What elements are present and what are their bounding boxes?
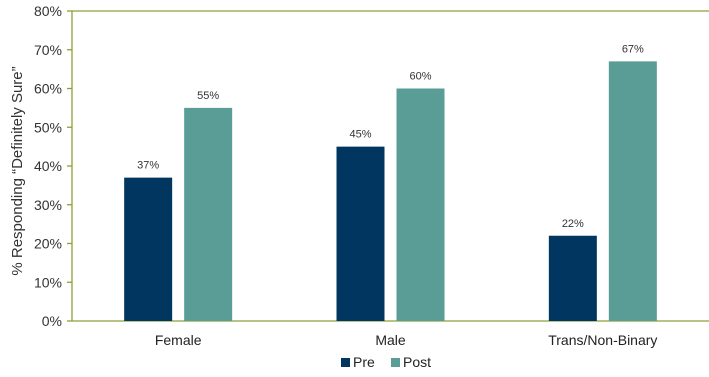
legend-swatch bbox=[391, 358, 400, 367]
legend-swatch bbox=[341, 358, 350, 367]
data-label: 67% bbox=[622, 43, 644, 55]
bar-pre-2 bbox=[548, 235, 597, 321]
y-axis-title-group: % Responding “Definitely Sure” bbox=[9, 66, 26, 275]
data-label: 45% bbox=[349, 129, 371, 141]
data-label: 22% bbox=[562, 218, 584, 230]
y-tick-label: 80% bbox=[34, 3, 62, 19]
bar-post-1 bbox=[396, 88, 445, 321]
bars bbox=[124, 61, 657, 321]
y-tick-label: 70% bbox=[34, 42, 62, 58]
data-label: 37% bbox=[137, 160, 159, 172]
y-axis-title: % Responding “Definitely Sure” bbox=[9, 66, 26, 275]
x-category-label: Female bbox=[155, 332, 202, 348]
x-category-label: Male bbox=[375, 332, 406, 348]
y-tick-label: 10% bbox=[34, 274, 62, 290]
bar-pre-1 bbox=[336, 146, 385, 321]
y-tick-label: 30% bbox=[34, 197, 62, 213]
category-labels: Female Male Trans/Non-Binary bbox=[155, 332, 658, 348]
data-labels: 37% 55% 45% 60% 22% 67% bbox=[137, 43, 644, 229]
legend-label: Pre bbox=[353, 354, 375, 370]
y-ticks: 0% 10% 20% 30% 40% 50% 60% 70% 80% bbox=[34, 3, 72, 329]
y-tick-label: 40% bbox=[34, 158, 62, 174]
legend: Pre Post bbox=[341, 354, 431, 370]
y-tick-label: 50% bbox=[34, 119, 62, 135]
y-tick-label: 60% bbox=[34, 81, 62, 97]
bar-post-0 bbox=[184, 107, 233, 321]
data-label: 55% bbox=[197, 90, 219, 102]
x-category-label: Trans/Non-Binary bbox=[548, 332, 657, 348]
legend-label: Post bbox=[403, 354, 431, 370]
data-label: 60% bbox=[409, 71, 431, 83]
y-tick-label: 0% bbox=[42, 313, 62, 329]
y-tick-label: 20% bbox=[34, 236, 62, 252]
bar-post-2 bbox=[608, 61, 657, 321]
bar-pre-0 bbox=[124, 177, 173, 321]
